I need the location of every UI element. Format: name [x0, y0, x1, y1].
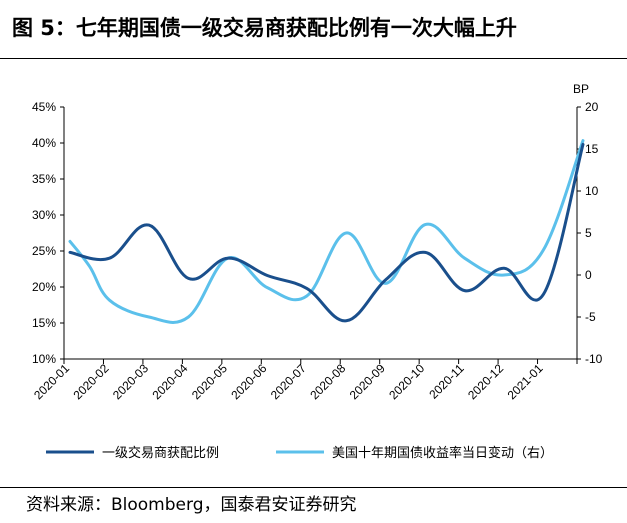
left-tick-label: 25%	[32, 244, 56, 258]
series-line-primary-dealer-allocation	[68, 142, 585, 323]
source-note: 资料来源：Bloomberg，国泰君安证券研究	[26, 495, 357, 515]
x-tick-label: 2020-08	[307, 361, 348, 402]
x-tick-label: 2021-01	[505, 361, 546, 402]
left-tick-label: 30%	[32, 208, 56, 222]
x-tick-label: 2020-12	[465, 361, 506, 402]
right-tick-label: -10	[585, 352, 603, 366]
right-tick-label: 15	[585, 142, 599, 156]
left-tick-label: 45%	[32, 100, 56, 114]
x-tick-label: 2020-10	[386, 361, 427, 402]
x-tick-label: 2020-03	[110, 361, 151, 402]
x-tick-label: 2020-06	[228, 361, 269, 402]
left-tick-label: 40%	[32, 136, 56, 150]
source-divider	[0, 487, 627, 488]
x-tick-label: 2020-02	[71, 361, 112, 402]
legend-item-primary-dealer-allocation-label: 一级交易商获配比例	[102, 445, 219, 461]
chart-axes: 10% 15% 20% 25% 30% 35% 40% 45% -10 -5 0 5 10 15 20 BP 2…	[31, 82, 603, 402]
legend-item-us-10y-yield-change-label: 美国十年期国债收益率当日变动（右）	[332, 445, 553, 461]
left-tick-label: 10%	[32, 352, 56, 366]
left-tick-label: 35%	[32, 172, 56, 186]
x-tick-label: 2020-09	[347, 361, 388, 402]
right-tick-label: -5	[585, 310, 596, 324]
left-tick-label: 20%	[32, 280, 56, 294]
x-tick-label: 2020-04	[149, 361, 190, 402]
x-tick-label: 2020-05	[189, 361, 230, 402]
right-tick-label: 5	[585, 226, 592, 240]
line-chart: 10% 15% 20% 25% 30% 35% 40% 45% -10 -5 0 5 10 15 20 BP 2…	[31, 82, 603, 461]
chart-series	[68, 139, 585, 324]
x-tick-label: 2020-07	[268, 361, 309, 402]
series-line-us-10y-yield-change	[68, 139, 585, 324]
right-axis-unit-label: BP	[573, 82, 589, 96]
right-tick-label: 20	[585, 100, 599, 114]
right-tick-label: 10	[585, 184, 599, 198]
figure-title: 图 5：七年期国债一级交易商获配比例有一次大幅上升	[12, 16, 517, 40]
x-tick-label: 2020-01	[31, 361, 72, 402]
x-tick-label: 2020-11	[426, 361, 467, 402]
title-divider	[0, 58, 627, 59]
right-tick-label: 0	[585, 268, 592, 282]
chart-legend: 一级交易商获配比例 美国十年期国债收益率当日变动（右）	[46, 445, 553, 461]
left-tick-label: 15%	[32, 316, 56, 330]
